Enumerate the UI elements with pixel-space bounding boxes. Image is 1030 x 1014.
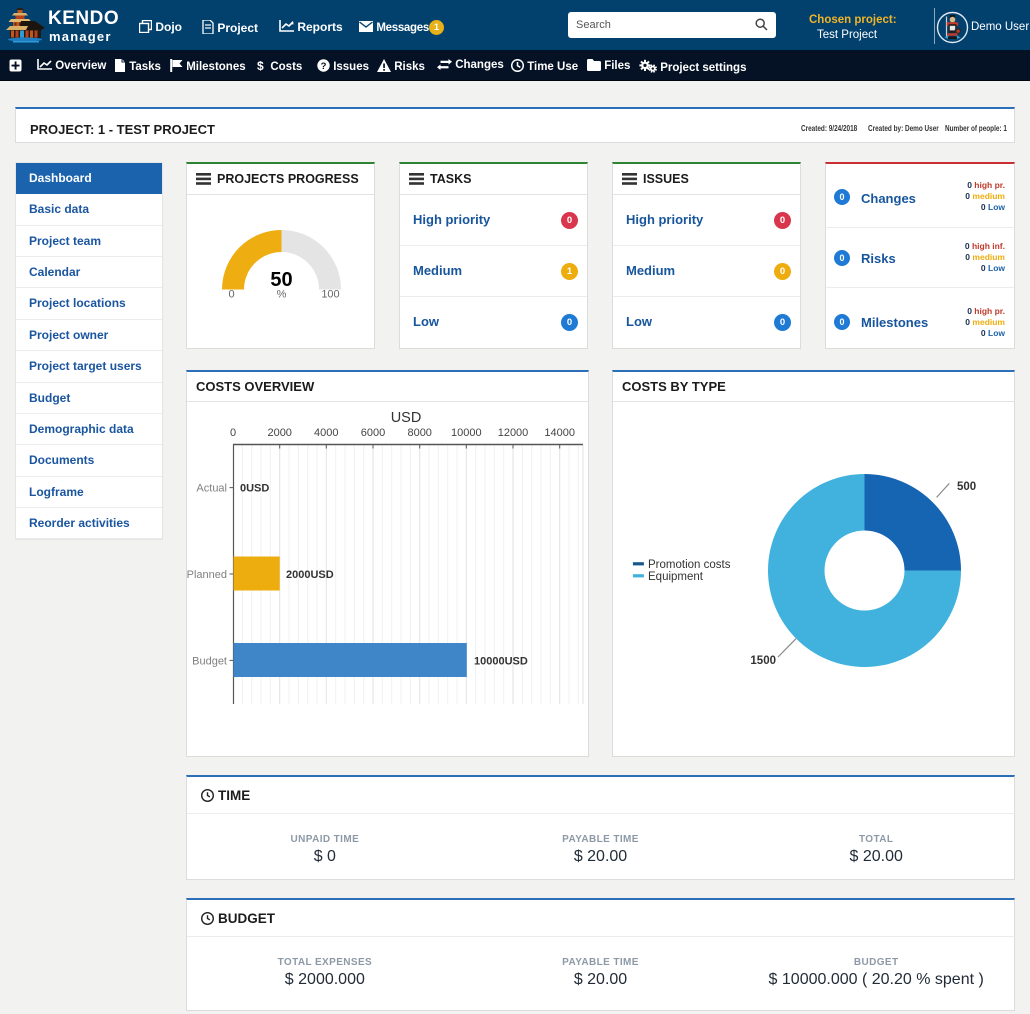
svg-text:USD: USD: [391, 410, 422, 426]
svg-text:14000: 14000: [544, 427, 575, 439]
svg-text:Promotion costs: Promotion costs: [648, 559, 731, 571]
svg-text:10000: 10000: [451, 427, 482, 439]
svg-text:0: 0: [228, 289, 234, 301]
svg-text:Planned: Planned: [187, 569, 227, 581]
svg-text:0: 0: [230, 427, 236, 439]
svg-text:10000USD: 10000USD: [474, 656, 528, 668]
svg-text:Budget: Budget: [192, 656, 227, 668]
svg-text:2000USD: 2000USD: [286, 569, 334, 581]
svg-text:100: 100: [321, 289, 339, 301]
svg-text:Equipment: Equipment: [648, 571, 704, 583]
svg-text:Actual: Actual: [196, 483, 227, 495]
svg-text:50: 50: [270, 269, 292, 291]
svg-text:?: ?: [321, 61, 327, 72]
svg-text:500: 500: [957, 481, 976, 493]
svg-text:%: %: [277, 289, 287, 301]
svg-text:4000: 4000: [314, 427, 338, 439]
svg-text:6000: 6000: [361, 427, 385, 439]
svg-text:1500: 1500: [750, 655, 776, 667]
svg-text:2000: 2000: [267, 427, 291, 439]
svg-text:0USD: 0USD: [240, 483, 269, 495]
svg-text:8000: 8000: [407, 427, 431, 439]
svg-text:12000: 12000: [498, 427, 529, 439]
